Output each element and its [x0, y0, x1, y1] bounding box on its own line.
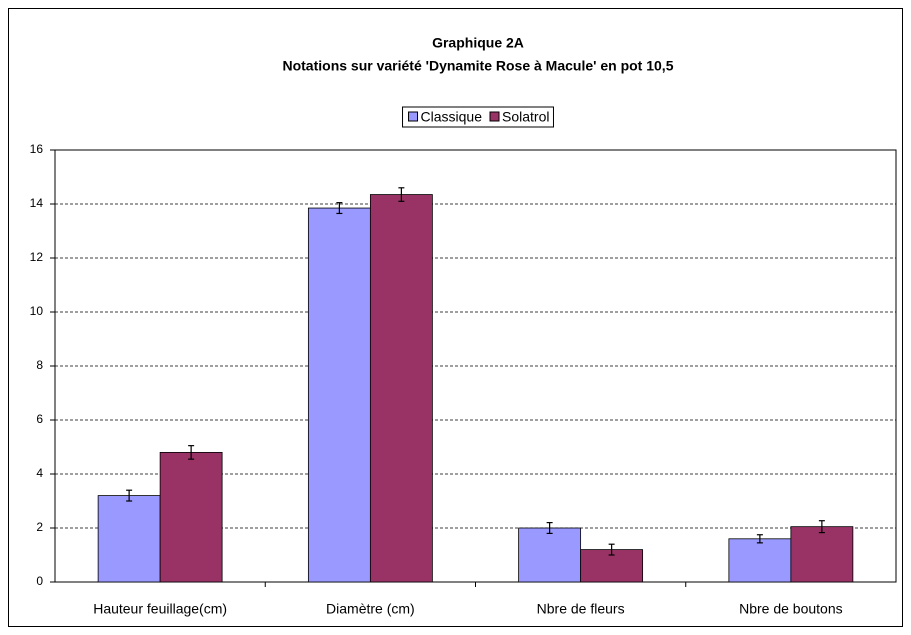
bar	[518, 527, 582, 583]
error-bar	[188, 445, 195, 460]
bar	[307, 207, 371, 583]
error-bar	[546, 521, 553, 535]
y-tick-label: 6	[36, 412, 43, 426]
error-bar	[608, 543, 615, 556]
x-tick-label: Diamètre (cm)	[326, 601, 415, 617]
y-tick-label: 4	[36, 466, 43, 480]
legend-box	[402, 106, 554, 128]
y-tick-label: 16	[30, 142, 44, 156]
x-tick-label: Nbre de boutons	[739, 601, 843, 617]
x-tick-label: Hauteur feuillage(cm)	[93, 601, 227, 617]
error-bar	[398, 187, 405, 202]
error-bar	[756, 534, 763, 544]
y-tick-label: 8	[36, 358, 43, 372]
y-tick-label: 0	[36, 574, 43, 588]
bar	[369, 194, 433, 583]
legend-swatch	[489, 111, 500, 122]
legend-swatch	[408, 111, 419, 122]
chart-title: Graphique 2A	[432, 35, 524, 51]
y-tick-label: 10	[30, 304, 44, 318]
legend-label: Classique	[421, 109, 483, 125]
bar	[97, 495, 161, 583]
x-tick-label: Nbre de fleurs	[537, 601, 625, 617]
bar	[159, 451, 223, 583]
y-tick-label: 12	[30, 250, 44, 264]
y-tick-label: 2	[36, 520, 43, 534]
chart-subtitle: Notations sur variété 'Dynamite Rose à M…	[282, 58, 673, 74]
bar	[790, 526, 854, 583]
error-bar	[126, 489, 133, 502]
error-bar	[336, 202, 343, 215]
legend-label: Solatrol	[502, 109, 549, 125]
bar	[728, 538, 792, 583]
y-tick-label: 14	[30, 196, 44, 210]
error-bar	[818, 520, 825, 534]
